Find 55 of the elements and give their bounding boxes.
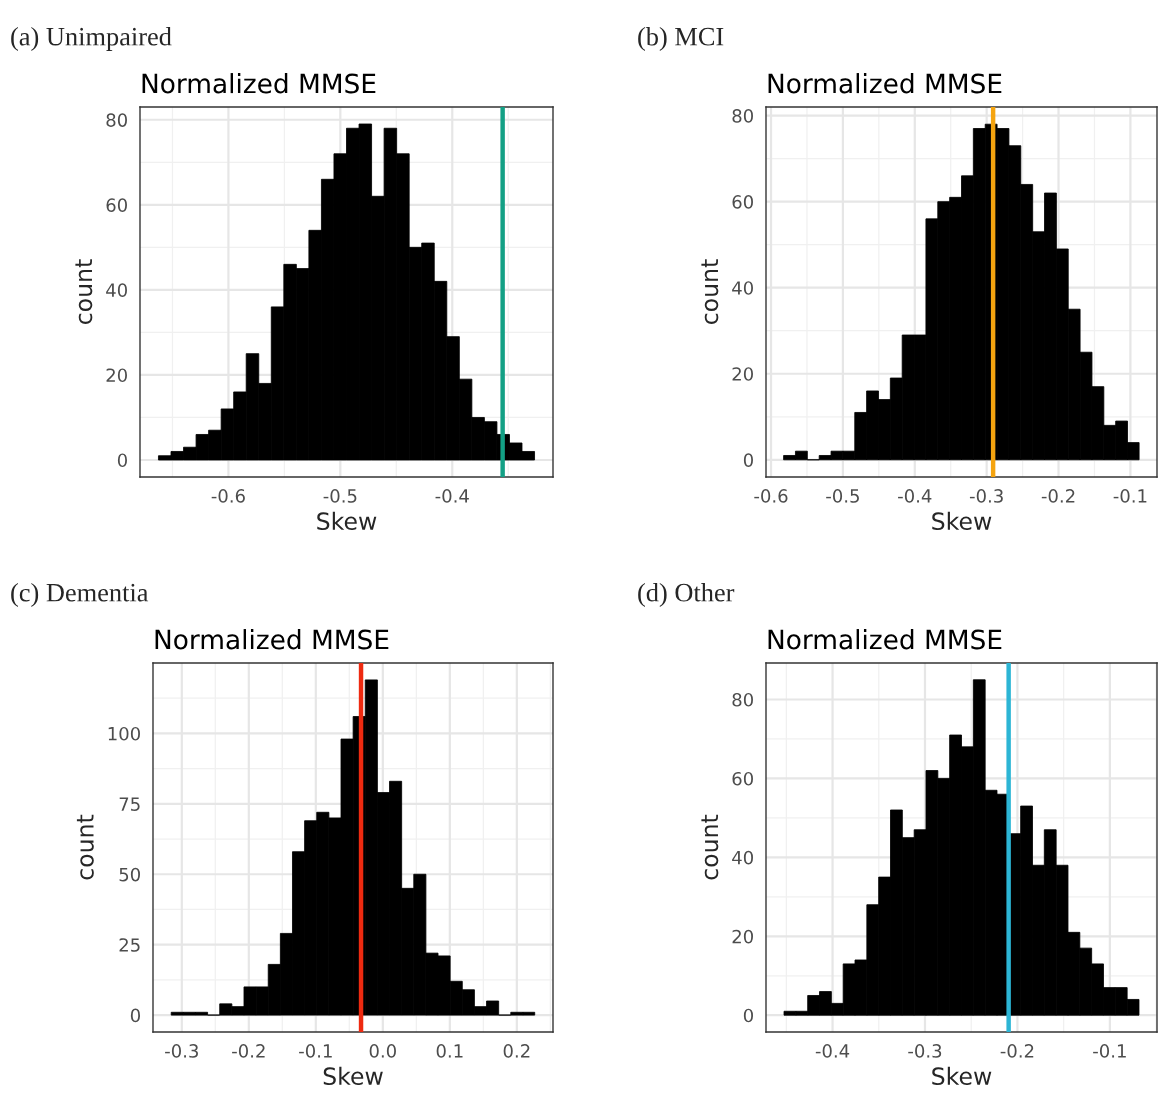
y-tick-label: 60	[106, 198, 127, 212]
y-tick-label: 25	[119, 938, 140, 952]
y-tick-label: 40	[732, 281, 753, 295]
text: (d) Other	[638, 583, 735, 607]
y-tick-label: 20	[106, 368, 127, 383]
y-tick-label: 100	[108, 726, 140, 741]
y-axis-title: count	[75, 259, 93, 324]
y-tick-label: 80	[732, 109, 753, 123]
x-tick-label: -0.4	[898, 489, 932, 503]
x-tick-label: -0.5	[826, 489, 859, 503]
y-axis-title: count	[701, 259, 719, 324]
x-tick-label: -0.4	[435, 489, 469, 503]
x-axis-title: Skew	[932, 1066, 992, 1086]
x-tick-label: -0.3	[908, 1044, 942, 1058]
x-tick-label: 0.1	[436, 1044, 463, 1058]
x-tick-label: -0.2	[232, 1044, 265, 1058]
y-tick-label: 60	[732, 771, 753, 786]
y-tick-label: 75	[119, 797, 140, 811]
x-tick-label: -0.5	[323, 489, 357, 503]
x-tick-label: -0.6	[754, 489, 788, 503]
x-axis-title: Skew	[323, 1066, 383, 1086]
y-tick-label: 40	[106, 283, 127, 297]
x-tick-label: -0.3	[165, 1044, 198, 1058]
text: (a) Unimpaired	[11, 27, 172, 51]
x-axis-title: Skew	[932, 511, 992, 531]
x-tick-label: -0.6	[211, 489, 245, 503]
text: (c) Dementia	[11, 583, 149, 607]
x-tick-label: -0.1	[1113, 489, 1147, 503]
chart-title: Normalized MMSE	[155, 629, 389, 650]
x-tick-label: -0.4	[815, 1044, 850, 1058]
chart-title: Normalized MMSE	[768, 73, 1002, 94]
x-tick-label: -0.1	[299, 1044, 332, 1058]
y-tick-label: 0	[117, 453, 127, 468]
y-tick-label: 20	[732, 367, 753, 381]
chart-title: Normalized MMSE	[142, 73, 376, 94]
chart-title: Normalized MMSE	[768, 629, 1002, 650]
y-tick-label: 20	[732, 929, 753, 944]
y-axis-title: count	[701, 814, 719, 880]
x-tick-label: -0.2	[1000, 1044, 1034, 1058]
y-tick-label: 50	[119, 867, 140, 882]
y-tick-label: 0	[743, 453, 753, 467]
x-tick-label: -0.2	[1041, 489, 1075, 503]
y-tick-label: 80	[732, 692, 753, 707]
x-axis-title: Skew	[317, 511, 377, 531]
y-tick-label: 80	[106, 113, 127, 127]
text: (b) MCI	[638, 27, 724, 51]
y-tick-label: 40	[732, 850, 753, 865]
y-axis-title: count	[76, 814, 94, 880]
x-tick-label: -0.3	[969, 489, 1003, 503]
x-tick-label: 0.2	[503, 1044, 530, 1058]
y-tick-label: 60	[732, 195, 753, 209]
x-tick-label: -0.1	[1093, 1044, 1126, 1058]
y-tick-label: 0	[743, 1008, 753, 1023]
y-tick-label: 0	[130, 1008, 140, 1023]
x-tick-label: 0.0	[369, 1044, 396, 1058]
